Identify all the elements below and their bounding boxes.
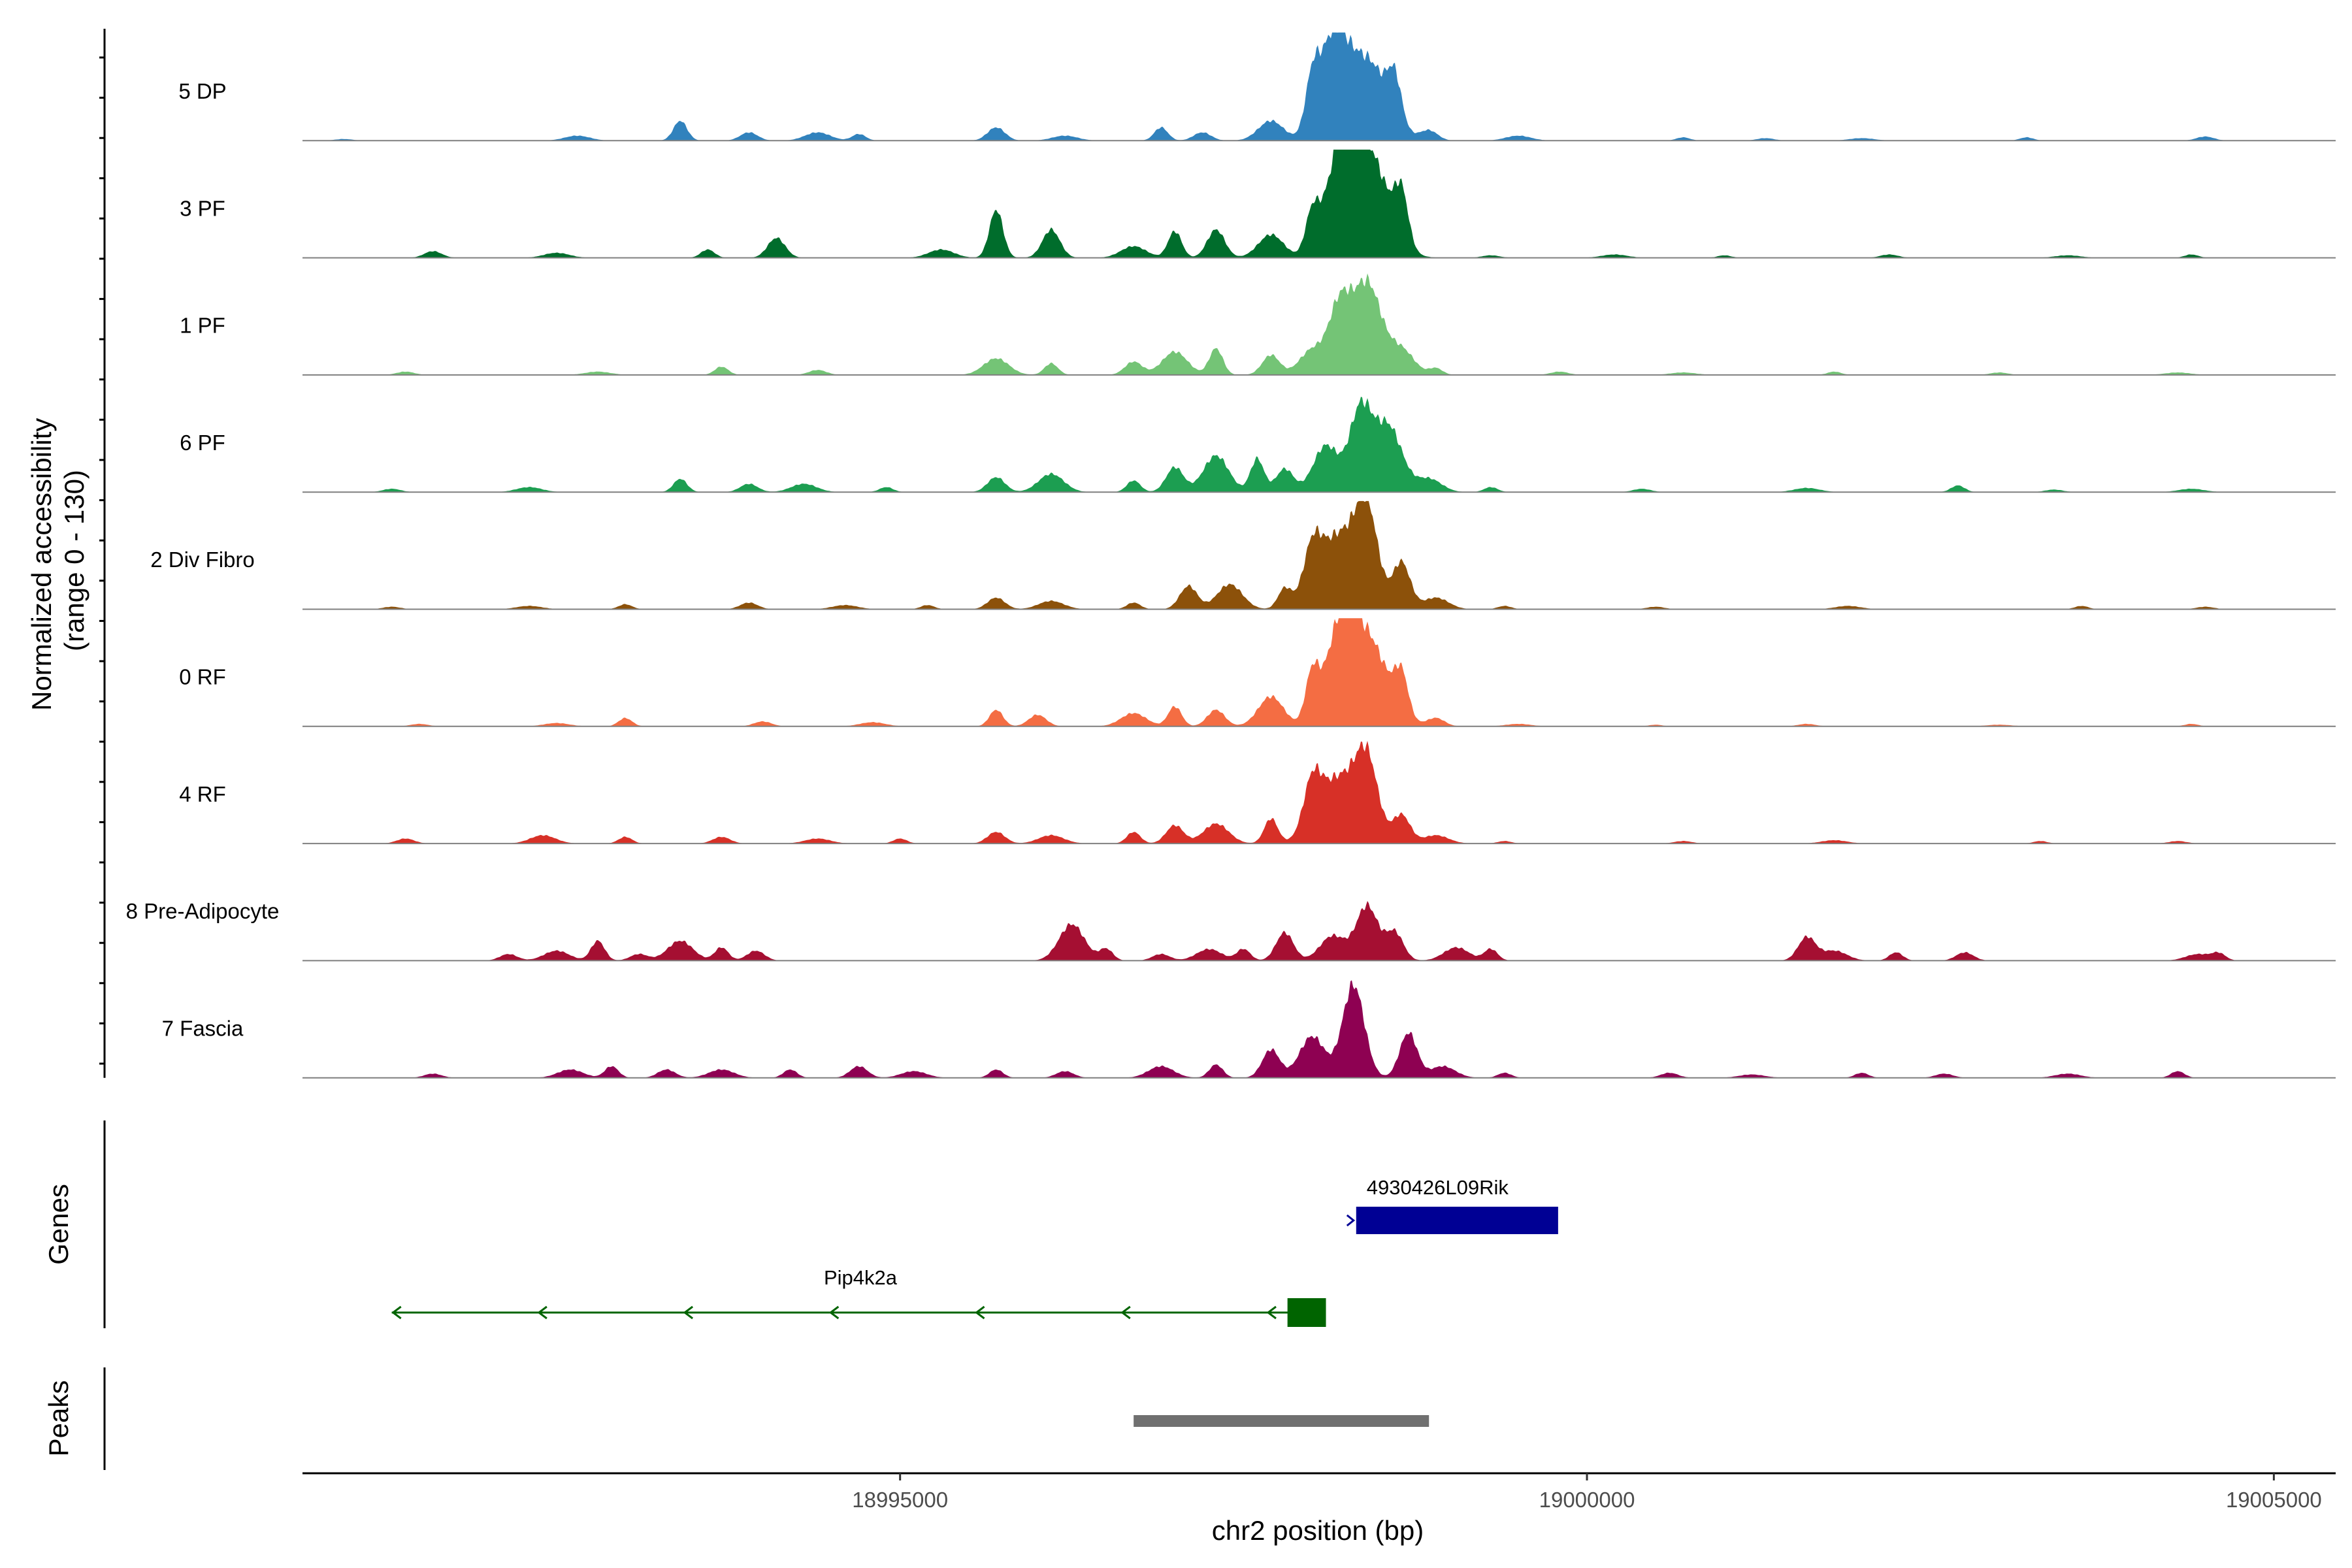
track-label: 4 RF — [179, 782, 226, 806]
track-label: 1 PF — [180, 314, 225, 338]
track-label: 0 RF — [179, 665, 226, 689]
track-label: 8 Pre-Adipocyte — [126, 899, 280, 923]
track-label: 6 PF — [180, 431, 225, 455]
x-tick-label: 19005000 — [2226, 1488, 2322, 1512]
peak-region — [1134, 1415, 1429, 1427]
gene-label: 4930426L09Rik — [1367, 1176, 1509, 1199]
track-label: 2 Div Fibro — [150, 547, 255, 572]
gene-label: Pip4k2a — [824, 1266, 898, 1289]
genes-panel: 4930426L09Rik Pip4k2a — [391, 1176, 1558, 1327]
coverage-area — [302, 980, 2336, 1078]
track-0-rf: 0 RF — [179, 618, 2336, 727]
x-axis: 18995000 19000000 19005000 — [302, 1472, 2336, 1512]
gene-exon — [1287, 1298, 1326, 1327]
gene-strand-arrow — [975, 1305, 985, 1320]
track-2-div-fibro: 2 Div Fibro — [150, 500, 2336, 610]
gene-pip4k2a: Pip4k2a — [391, 1266, 1326, 1327]
peaks-panel-title: Peaks — [43, 1380, 74, 1457]
track-3-pf: 3 PF — [180, 150, 2336, 259]
coverage-area — [302, 150, 2336, 258]
coverage-area — [302, 500, 2336, 610]
x-tick-label: 18995000 — [852, 1488, 948, 1512]
coverage-area — [302, 397, 2336, 493]
track-7-fascia: 7 Fascia — [162, 980, 2336, 1079]
gene-strand-arrow — [1346, 1214, 1356, 1227]
track-4-rf: 4 RF — [179, 740, 2336, 845]
track-6-pf: 6 PF — [180, 397, 2336, 493]
track-8-pre-adipocyte: 8 Pre-Adipocyte — [126, 899, 2336, 962]
gene-4930426l09rik: 4930426L09Rik — [1346, 1176, 1558, 1234]
coverage-tracks: 5 DP 3 PF 1 PF 6 PF 2 Div Fibro 0 RF 4 RF 8 Pre… — [126, 32, 2336, 1079]
gene-strand-arrow — [537, 1305, 547, 1320]
x-tick-label: 19000000 — [1539, 1488, 1635, 1512]
gene-strand-arrow — [1266, 1305, 1277, 1320]
gene-strand-arrow — [828, 1305, 840, 1320]
peaks-panel — [1134, 1415, 1429, 1427]
coverage-area — [302, 273, 2336, 375]
coverage-area — [302, 618, 2336, 727]
y-axis-title-line-1: Normalized accessibility — [26, 418, 57, 711]
track-label: 3 PF — [180, 196, 225, 220]
track-5-dp: 5 DP — [178, 32, 2336, 142]
track-1-pf: 1 PF — [180, 273, 2336, 376]
track-label: 7 Fascia — [162, 1016, 244, 1040]
y-axis-title-line-2: (range 0 - 130) — [59, 470, 90, 651]
coverage-area — [302, 740, 2336, 844]
coverage-area — [302, 32, 2336, 141]
gene-exon — [1356, 1207, 1558, 1234]
genes-panel-title: Genes — [43, 1184, 74, 1265]
track-label: 5 DP — [178, 79, 226, 103]
gene-strand-arrow — [1120, 1305, 1131, 1320]
gene-strand-arrow — [391, 1305, 402, 1320]
y-axis-title: Normalized accessibility (range 0 - 130) — [26, 410, 90, 711]
coverage-area — [302, 901, 2336, 961]
coverage-y-axis — [99, 29, 106, 1078]
x-axis-title: chr2 position (bp) — [1212, 1515, 1424, 1546]
gene-strand-arrow — [683, 1305, 694, 1320]
